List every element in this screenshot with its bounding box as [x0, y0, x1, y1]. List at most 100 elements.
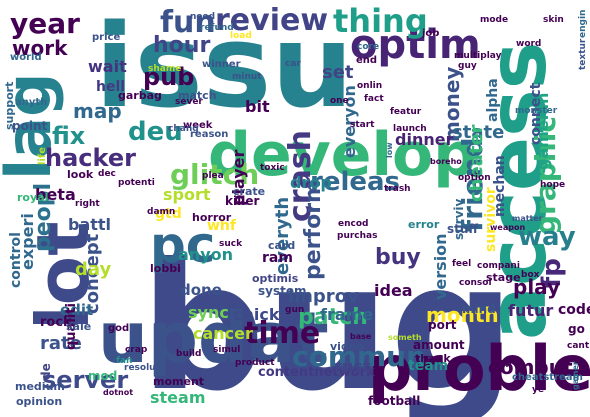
word-base: base	[350, 332, 372, 341]
word-ram: ram	[262, 250, 293, 266]
word-god: god	[108, 323, 129, 334]
word-way: way	[518, 222, 576, 252]
word-resolut: resolut	[124, 363, 161, 373]
word-go: go	[568, 322, 585, 336]
word-version: version	[431, 233, 450, 300]
word-error: error	[408, 218, 440, 231]
word-hope: hope	[540, 180, 565, 190]
word-plea: plea	[202, 171, 224, 181]
word-core: core	[357, 42, 379, 52]
word-car: car	[285, 59, 301, 69]
word-damn: damn	[147, 207, 175, 217]
word-done: done	[180, 281, 222, 299]
word-price: price	[92, 32, 120, 43]
word-code: code	[558, 302, 590, 318]
word-multiplay: multiplay	[454, 51, 502, 61]
word-wait: wait	[88, 57, 127, 76]
word-winner: winner	[202, 59, 241, 70]
word-matter: matter	[512, 214, 543, 223]
word-shame: shame	[148, 64, 181, 74]
word-featur: featur	[390, 107, 422, 117]
word-sync: sync	[188, 303, 229, 322]
word-video: video	[330, 340, 364, 353]
word-trash: trash	[384, 184, 411, 194]
word-cancer: cancer	[193, 324, 253, 343]
word-mind: mind	[462, 302, 496, 316]
word-futur: futur	[508, 301, 553, 320]
word-spec: spec	[500, 358, 523, 368]
word-build: build	[176, 349, 201, 359]
word-point: point	[12, 119, 47, 133]
word-drop: drop	[290, 173, 332, 192]
word-control: control	[8, 232, 24, 288]
word-dec: dec	[98, 169, 116, 179]
word-life: life	[37, 147, 48, 165]
word-alpha: alpha	[485, 78, 501, 122]
word-card: card	[268, 239, 295, 252]
word-set: set	[322, 62, 354, 83]
word-boreho: boreho	[430, 157, 462, 166]
word-sale: sale	[66, 320, 91, 333]
word-sever: sever	[175, 97, 203, 107]
word-launch: launch	[393, 124, 427, 134]
word-map: map	[73, 99, 122, 123]
word-end: end	[356, 55, 377, 66]
word-textur: textur	[578, 38, 588, 70]
word-refund: refund	[200, 23, 234, 33]
word-system: system	[258, 284, 307, 298]
word-job: job	[421, 28, 439, 39]
word-moment: moment	[153, 375, 204, 388]
word-right: right	[75, 199, 100, 209]
word-horror: horror	[192, 211, 232, 224]
word-minut: minut	[232, 72, 262, 82]
word-lobbi: lobbi	[150, 262, 181, 275]
word-mechan: mechan	[492, 155, 508, 217]
word-one: one	[330, 96, 349, 106]
word-opinion: opinion	[16, 395, 62, 408]
word-stuff: stuff	[447, 222, 478, 236]
word-potenti: potenti	[118, 178, 155, 188]
word-thank: thank	[415, 352, 451, 365]
word-optimis: optimis	[252, 272, 299, 285]
word-battl: battl	[68, 215, 111, 234]
word-monster: monster	[515, 106, 558, 116]
word-consol: consol	[459, 278, 492, 288]
word-steam: steam	[150, 388, 206, 407]
word-toxic: toxic	[260, 163, 285, 173]
word-look: look	[67, 168, 94, 181]
word-dotnot: dotnot	[103, 388, 133, 397]
word-encod: encod	[338, 219, 368, 229]
word-chang: chang	[168, 124, 199, 134]
word-sport: sport	[163, 185, 211, 204]
word-hour: hour	[153, 33, 210, 58]
word-load: load	[230, 31, 252, 41]
word-day: day	[75, 259, 111, 280]
word-football: football	[368, 394, 420, 408]
word-world: world	[10, 52, 42, 63]
word-ye: ye	[532, 385, 544, 395]
word-low: low	[385, 142, 394, 158]
word-word: word	[516, 39, 541, 49]
word-box: box	[521, 270, 540, 280]
word-need: need	[190, 12, 215, 22]
word-cant: cant	[567, 341, 590, 351]
word-someth: someth	[388, 333, 422, 342]
word-medium: medium	[15, 380, 65, 393]
word-simul: simul	[213, 345, 240, 355]
word-mod: mod	[88, 369, 117, 383]
word-skin: skin	[543, 15, 564, 25]
word-de: de	[39, 363, 53, 380]
word-fact: fact	[364, 94, 384, 104]
word-crate: crate	[233, 185, 265, 198]
word-buy: buy	[375, 245, 421, 270]
word-anyth: anyth	[15, 97, 47, 108]
word-feel: feel	[452, 259, 471, 269]
word-idea: idea	[374, 281, 413, 300]
word-mode: mode	[480, 15, 508, 25]
word-guy: guy	[458, 61, 477, 71]
word-gun: gun	[285, 305, 304, 315]
word-frame: frame	[320, 305, 373, 324]
word-crap: crap	[125, 345, 148, 355]
word-compani: compani	[477, 261, 520, 271]
